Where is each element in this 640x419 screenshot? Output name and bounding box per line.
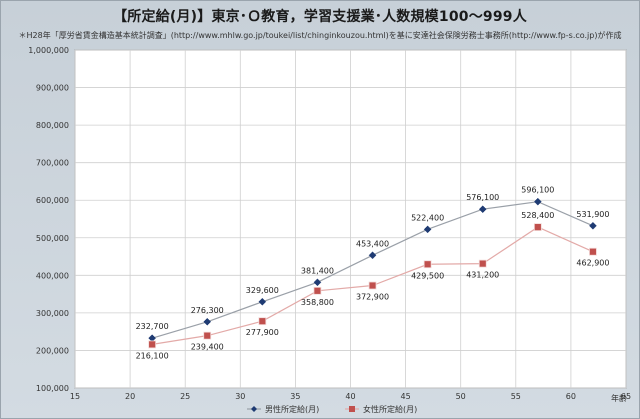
x-tick-label: 55 bbox=[511, 392, 521, 401]
legend-label: 女性所定給(月) bbox=[363, 404, 417, 414]
data-label: 453,400 bbox=[356, 239, 389, 248]
x-tick-label: 25 bbox=[180, 392, 190, 401]
x-tick-label: 40 bbox=[345, 392, 355, 401]
data-label: 358,800 bbox=[301, 298, 334, 307]
data-point bbox=[313, 286, 322, 295]
legend-label: 男性所定給(月) bbox=[265, 404, 319, 414]
data-point bbox=[203, 317, 212, 326]
data-point bbox=[148, 340, 157, 349]
chart-subtitle: ＊H28年「厚労省賃金構造基本統計調査」(http://www.mhlw.go.… bbox=[18, 31, 622, 40]
y-tick-label: 900,000 bbox=[36, 84, 69, 93]
data-label: 329,600 bbox=[246, 286, 279, 295]
x-tick-label: 65 bbox=[621, 392, 631, 401]
data-label: 277,900 bbox=[246, 328, 279, 337]
data-point bbox=[203, 331, 212, 340]
data-label: 372,900 bbox=[356, 293, 389, 302]
data-point bbox=[478, 205, 487, 214]
x-tick-label: 30 bbox=[235, 392, 245, 401]
data-label: 462,900 bbox=[576, 259, 609, 268]
data-label: 239,400 bbox=[191, 343, 224, 352]
data-point bbox=[258, 297, 267, 306]
x-tick-label: 35 bbox=[290, 392, 300, 401]
y-tick-label: 400,000 bbox=[36, 271, 69, 280]
x-tick-label: 20 bbox=[125, 392, 135, 401]
data-point bbox=[533, 197, 542, 206]
y-tick-label: 200,000 bbox=[36, 346, 69, 355]
data-point bbox=[423, 225, 432, 234]
chart-title: 【所定給(月)】東京･Ｏ教育，学習支援業･人数規模100～999人 bbox=[113, 9, 527, 25]
data-point bbox=[533, 223, 542, 232]
data-point bbox=[589, 247, 597, 256]
data-label: 216,100 bbox=[136, 351, 169, 360]
y-tick-label: 600,000 bbox=[36, 196, 69, 205]
x-tick-label: 15 bbox=[70, 392, 80, 401]
x-tick-label: 50 bbox=[456, 392, 466, 401]
x-axis-label: 年齢 bbox=[611, 393, 627, 403]
data-label: 531,900 bbox=[576, 210, 609, 219]
data-label: 522,400 bbox=[411, 213, 444, 222]
x-tick-label: 45 bbox=[401, 392, 411, 401]
data-label: 596,100 bbox=[521, 186, 554, 195]
legend-marker bbox=[349, 406, 355, 412]
y-tick-label: 1,000,000 bbox=[28, 46, 69, 55]
legend-marker bbox=[251, 406, 257, 412]
data-point bbox=[368, 281, 377, 290]
data-point bbox=[368, 251, 377, 260]
y-tick-label: 500,000 bbox=[36, 234, 69, 243]
data-label: 429,500 bbox=[411, 271, 444, 280]
data-point bbox=[313, 278, 322, 287]
y-tick-label: 300,000 bbox=[36, 309, 69, 318]
data-label: 576,100 bbox=[466, 193, 499, 202]
data-label: 276,300 bbox=[191, 306, 224, 315]
y-tick-label: 800,000 bbox=[36, 121, 69, 130]
data-point bbox=[423, 260, 432, 269]
data-label: 431,200 bbox=[466, 271, 499, 280]
data-point bbox=[478, 259, 487, 268]
y-tick-label: 100,000 bbox=[36, 384, 69, 393]
x-tick-label: 60 bbox=[566, 392, 576, 401]
data-label: 232,700 bbox=[136, 322, 169, 331]
data-label: 528,400 bbox=[521, 211, 554, 220]
data-point bbox=[589, 221, 597, 230]
data-point bbox=[258, 317, 267, 326]
data-label: 381,400 bbox=[301, 266, 334, 275]
y-tick-label: 700,000 bbox=[36, 159, 69, 168]
